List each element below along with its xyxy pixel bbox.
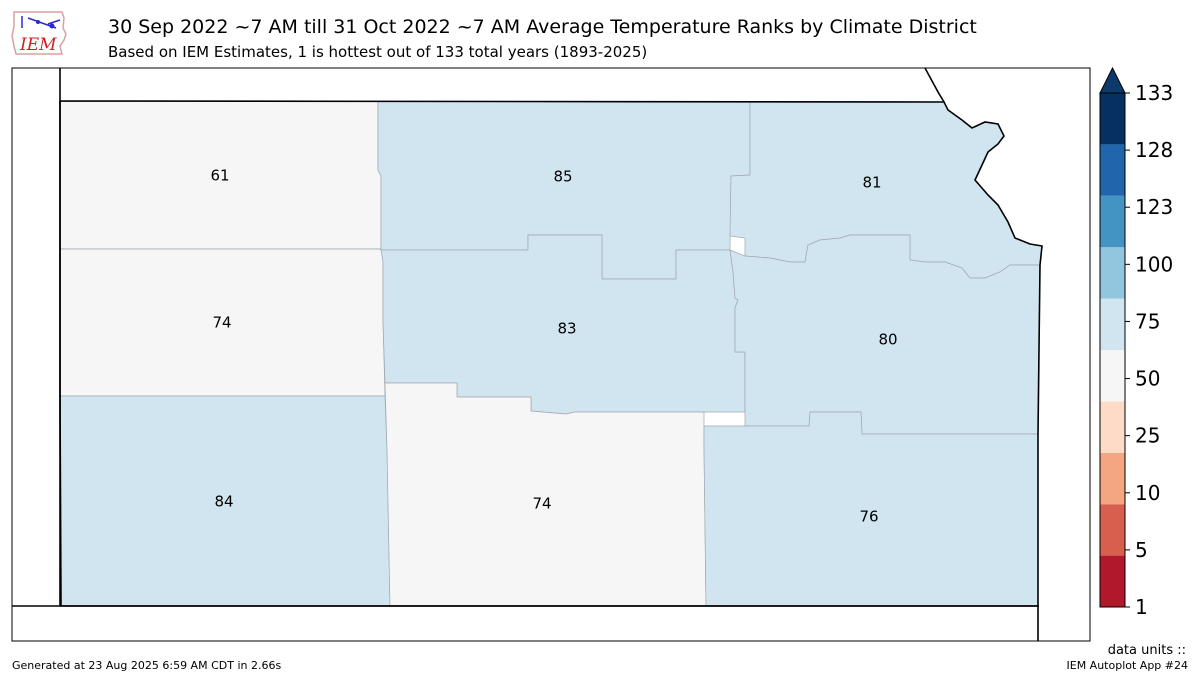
colorbar-tick-label: 75	[1135, 309, 1160, 333]
colorbar-segment	[1100, 452, 1125, 505]
colorbar-segment	[1100, 401, 1125, 453]
colorbar-tick-label: 100	[1135, 252, 1173, 276]
colorbar-tick-label: 128	[1135, 138, 1173, 162]
colorbar-outline	[1099, 92, 1126, 608]
colorbar-segment	[1100, 144, 1125, 196]
border-north	[924, 67, 945, 103]
district-label-east-central: 80	[878, 331, 897, 349]
colorbar-segment	[1100, 93, 1125, 145]
district-label-northeast: 81	[862, 174, 881, 192]
logo-text: IEM	[19, 35, 57, 55]
colorbar-tick-label: 1	[1135, 595, 1148, 619]
colorbar: 1 5 10 25 50 75 100 123 128 133	[1099, 66, 1173, 619]
border-south	[12, 605, 1039, 641]
district-label-southeast: 76	[859, 508, 878, 526]
map-subtitle: Based on IEM Estimates, 1 is hottest out…	[108, 43, 648, 61]
colorbar-segment	[1100, 298, 1125, 350]
colorbar-segment	[1100, 350, 1125, 402]
district-label-central: 83	[557, 320, 576, 338]
colorbar-tick-label: 10	[1135, 481, 1160, 505]
colorbar-tick-label: 123	[1135, 195, 1173, 219]
colorbar-segment	[1100, 195, 1125, 248]
colorbar-extend-arrow	[1099, 66, 1126, 94]
colorbar-segment	[1100, 247, 1125, 299]
colorbar-tick-label: 50	[1135, 367, 1160, 391]
district-southeast	[703, 411, 1039, 607]
district-label-west-central: 74	[212, 314, 231, 332]
district-label-north-central: 85	[553, 168, 572, 186]
district-label-northwest: 61	[210, 167, 229, 185]
data-units-label: data units ::	[1107, 643, 1186, 658]
iem-logo: IEM	[11, 11, 67, 55]
district-label-southwest: 84	[214, 493, 233, 511]
colorbar-segment	[1100, 504, 1125, 556]
map-title: 30 Sep 2022 ~7 AM till 31 Oct 2022 ~7 AM…	[108, 16, 977, 38]
colorbar-tick-label: 5	[1135, 538, 1148, 562]
colorbar-tick-label: 25	[1135, 424, 1160, 448]
colorbar-segment	[1100, 555, 1125, 607]
app-id: IEM Autoplot App #24	[1066, 659, 1189, 672]
district-east-central	[729, 234, 1041, 435]
district-label-south-central: 74	[532, 495, 551, 513]
state-border-kansas	[59, 100, 1043, 607]
colorbar-tick-label: 133	[1135, 81, 1173, 105]
generated-timestamp: Generated at 23 Aug 2025 6:59 AM CDT in …	[12, 659, 282, 672]
